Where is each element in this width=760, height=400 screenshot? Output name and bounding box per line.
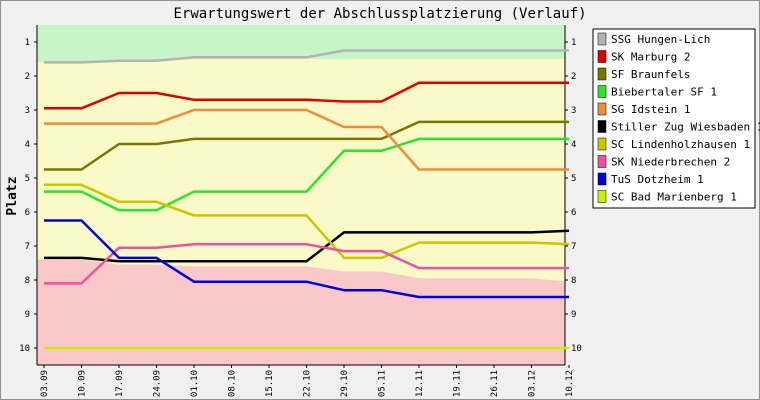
y-tick-label-right: 7 — [571, 242, 576, 252]
band-bottom — [37, 259, 569, 365]
legend-swatch — [597, 190, 607, 203]
legend-entry: SC Lindenholzhausen 1 — [611, 138, 750, 151]
series-line-sk-niederbrechen-2 — [44, 243, 569, 285]
legend-entry: SK Niederbrechen 2 — [611, 156, 730, 169]
chart-title: Erwartungswert der Abschlussplatzierung … — [173, 6, 586, 22]
x-tick-label: 22.10 — [303, 370, 313, 397]
x-tick-label: 10.12 — [565, 370, 575, 397]
y-tick-label-right: 2 — [571, 72, 576, 82]
legend-swatch — [597, 137, 607, 151]
x-tick-label: 17.09 — [115, 370, 125, 397]
legend-entry: TuS Dotzheim 1 — [611, 173, 704, 186]
x-tick-label: 24.09 — [153, 370, 163, 397]
y-tick-label-left: 4 — [25, 140, 30, 150]
legend-entry: SG Idstein 1 — [611, 103, 690, 116]
y-tick-label-right: 3 — [571, 106, 576, 116]
y-tick-label-left: 9 — [25, 310, 30, 320]
legend-swatch — [597, 102, 607, 116]
x-tick-label: 10.09 — [78, 370, 88, 397]
legend-swatch — [597, 85, 607, 98]
y-tick-label-left: 6 — [25, 208, 30, 218]
y-tick-label-right: 8 — [571, 276, 576, 286]
x-tick-label: 01.10 — [190, 370, 200, 397]
series-line-sg-idstein-1 — [44, 108, 569, 171]
y-tick-label-left: 3 — [25, 106, 30, 116]
legend-swatch — [597, 67, 607, 81]
x-tick-label: 12.11 — [415, 370, 425, 397]
x-tick-label: 29.10 — [340, 370, 350, 397]
series-line-ssg-hungen-lich — [44, 49, 569, 64]
y-tick-label-right: 10 — [571, 344, 582, 354]
legend-entry: SF Braunfels — [611, 68, 690, 81]
legend-entry: SK Marburg 2 — [611, 51, 690, 64]
legend: SSG Hungen-Lich SK Marburg 2 SF Braunfels B… — [592, 28, 760, 209]
legend-swatch — [597, 120, 607, 133]
series-line-sf-braunfels — [44, 120, 569, 171]
y-tick-label-left: 7 — [25, 242, 30, 252]
x-tick-label: 03.12 — [528, 370, 538, 397]
y-tick-label-right: 6 — [571, 208, 576, 218]
x-tick-label: 19.11 — [453, 370, 463, 397]
series-line-biebertaler-sf-1 — [44, 137, 569, 212]
y-axis-label: Platz — [5, 176, 20, 215]
legend-box — [592, 28, 756, 209]
x-tick-label: 08.10 — [228, 370, 238, 397]
legend-swatch — [597, 32, 607, 46]
series-line-sk-marburg-2 — [44, 81, 569, 110]
series-line-tus-dotzheim-1 — [44, 219, 569, 299]
y-tick-label-left: 5 — [25, 174, 30, 184]
legend-swatch — [597, 155, 607, 168]
y-tick-label-right: 4 — [571, 140, 576, 150]
x-tick-label: 05.11 — [378, 370, 388, 397]
legend-entry: SSG Hungen-Lich — [611, 33, 710, 46]
band-top — [37, 25, 569, 63]
x-tick-label: 15.10 — [265, 370, 275, 397]
legend-swatch — [597, 172, 607, 186]
legend-entry: SC Bad Marienberg 1 — [611, 191, 737, 204]
legend-swatch — [597, 50, 607, 63]
x-tick-label: 26.11 — [490, 370, 500, 397]
x-tick-label: 03.09 — [40, 370, 50, 397]
plot-area: 1 1 2 2 3 3 4 4 5 5 6 6 7 7 8 8 9 9 10 10 03.09 10.09 17.09 24.… — [19, 25, 582, 397]
y-tick-label-right: 5 — [571, 174, 576, 184]
series-line-sc-lindenholzhausen-1 — [44, 183, 570, 260]
legend-entry: Biebertaler SF 1 — [611, 86, 717, 99]
y-tick-label-left: 2 — [25, 72, 30, 82]
y-tick-label-right: 1 — [571, 38, 576, 48]
legend-entry: Stiller Zug Wiesbaden 1 — [611, 121, 760, 134]
series-line-stiller-zug-wiesbaden-1 — [44, 229, 570, 263]
y-tick-label-left: 8 — [25, 276, 30, 286]
y-tick-label-left: 1 — [25, 38, 30, 48]
y-tick-label-right: 9 — [571, 310, 576, 320]
y-tick-label-left: 10 — [19, 344, 30, 354]
